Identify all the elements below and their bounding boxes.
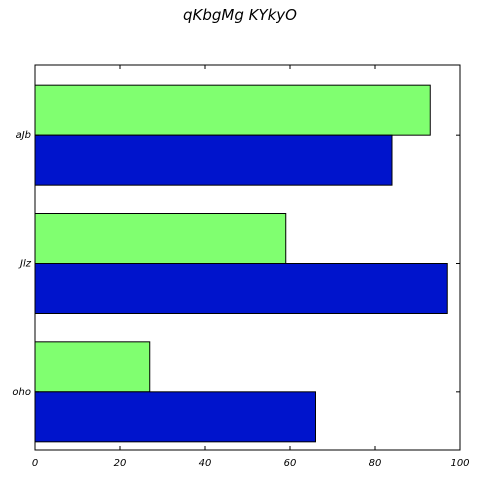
x-tick-label-0: 0 (32, 458, 38, 469)
x-tick-label-20: 20 (114, 458, 127, 469)
bar-aJb-series-1 (34, 134, 393, 186)
bar-Jlz-series-1 (34, 263, 448, 314)
bar-oho-series-0 (34, 341, 151, 393)
x-tick-label-60: 60 (284, 458, 297, 469)
y-tick-label-aJb: aJb (16, 130, 31, 141)
y-tick-label-oho: oho (12, 387, 31, 398)
axes-frame (34, 64, 461, 451)
bar-aJb-series-0 (34, 84, 431, 136)
x-tick-label-40: 40 (199, 458, 212, 469)
bar-Jlz-series-0 (34, 213, 287, 264)
x-tick-label-80: 80 (369, 458, 382, 469)
y-tick-label-Jlz: Jlz (18, 259, 32, 270)
bar-oho-series-1 (34, 391, 316, 443)
chart-title: qKbgMg KYkyO (182, 6, 297, 24)
x-tick-label-100: 100 (450, 458, 469, 469)
